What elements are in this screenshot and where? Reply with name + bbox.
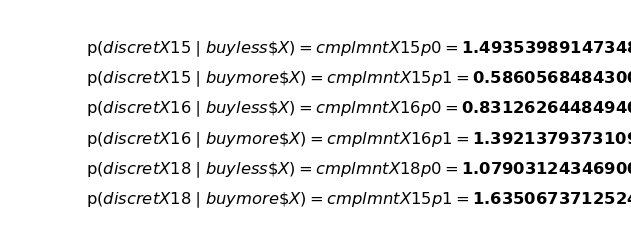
- Text: $\mathrm{p}(\boldsymbol{\mathit{discretX16}} \mid \boldsymbol{\mathit{buymore}}\: $\mathrm{p}(\boldsymbol{\mathit{discretX…: [86, 130, 631, 149]
- Text: $\mathrm{p}(\boldsymbol{\mathit{discretX16}} \mid \boldsymbol{\mathit{buyless}}\: $\mathrm{p}(\boldsymbol{\mathit{discretX…: [86, 100, 631, 120]
- Text: $\mathrm{p}(\boldsymbol{\mathit{discretX18}} \mid \boldsymbol{\mathit{buyless}}\: $\mathrm{p}(\boldsymbol{\mathit{discretX…: [86, 160, 631, 180]
- Text: $\mathrm{p}(\boldsymbol{\mathit{discretX15}} \mid \boldsymbol{\mathit{buymore}}\: $\mathrm{p}(\boldsymbol{\mathit{discretX…: [86, 70, 631, 89]
- Text: $\mathrm{p}(\boldsymbol{\mathit{discretX18}} \mid \boldsymbol{\mathit{buymore}}\: $\mathrm{p}(\boldsymbol{\mathit{discretX…: [86, 190, 631, 210]
- Text: $\mathrm{p}(\boldsymbol{\mathit{discretX15}} \mid \boldsymbol{\mathit{buyless}}\: $\mathrm{p}(\boldsymbol{\mathit{discretX…: [86, 40, 631, 59]
